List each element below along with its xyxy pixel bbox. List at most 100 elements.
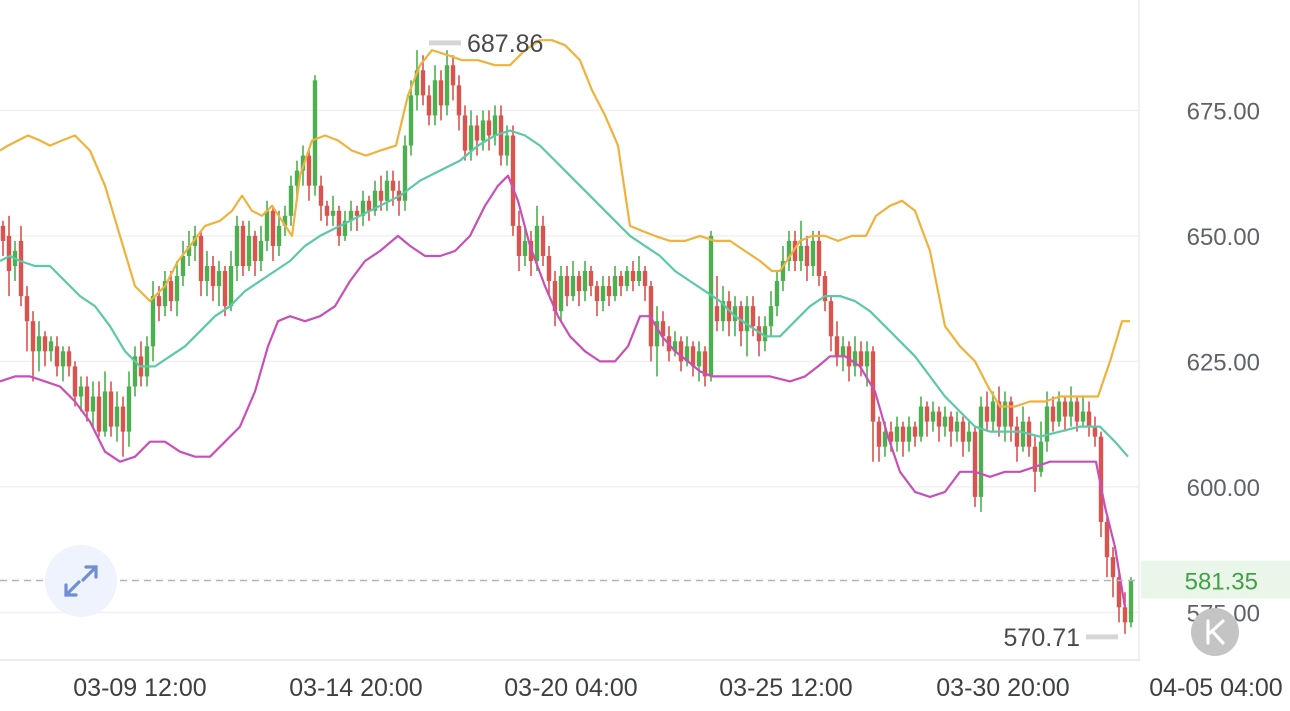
candle-down (336, 210, 342, 236)
candle-up (864, 351, 870, 367)
candle-down (912, 426, 918, 437)
candle-up (696, 351, 702, 367)
candle-down (210, 266, 216, 287)
candle-down (816, 240, 822, 277)
candle-down (486, 120, 492, 136)
current-price-badge (1141, 560, 1290, 599)
candle-up (582, 271, 588, 292)
candle-up (60, 351, 66, 367)
x-tick-label: 03-30 20:00 (936, 674, 1069, 702)
x-tick-label: 03-25 12:00 (719, 674, 852, 702)
candle-down (42, 336, 48, 352)
candle-up (180, 255, 186, 277)
candle-down (222, 271, 228, 307)
candle-down (1092, 426, 1098, 437)
candle-up (954, 421, 960, 432)
candle-down (438, 80, 444, 106)
candle-down (1050, 406, 1056, 422)
candle-up (150, 296, 156, 347)
y-tick-label: 625.00 (1187, 349, 1260, 376)
candle-down (324, 205, 330, 216)
candle-down (576, 276, 582, 292)
candle-down (630, 271, 636, 282)
candle-up (906, 426, 912, 442)
candle-down (714, 306, 720, 322)
candle-up (348, 210, 354, 221)
candle-down (564, 276, 570, 297)
candle-down (24, 296, 30, 322)
candle-down (702, 351, 708, 377)
candle-down (900, 426, 906, 442)
candle-up (942, 416, 948, 427)
candle-down (120, 406, 126, 432)
candle-up (612, 276, 618, 297)
candle-up (384, 180, 390, 201)
candle-up (852, 351, 858, 367)
min-price-label: 570.71 (1004, 624, 1080, 652)
candle-up (1068, 401, 1074, 417)
upper-band-line (0, 39, 1130, 408)
candle-down (318, 185, 324, 206)
candle-down (1008, 401, 1014, 427)
candle-up (1128, 580, 1134, 623)
candle-down (1122, 607, 1128, 623)
candle-series (0, 50, 1134, 634)
candle-up (918, 406, 924, 437)
candle-up (930, 411, 936, 422)
candle-up (966, 431, 972, 442)
candle-down (858, 351, 864, 367)
candle-up (840, 346, 846, 357)
candle-down (1062, 401, 1068, 417)
expand-button[interactable] (45, 545, 117, 617)
candle-down (972, 431, 978, 497)
candle-up (246, 235, 252, 267)
candle-up (126, 386, 132, 432)
candle-up (228, 266, 234, 307)
candle-down (750, 306, 756, 327)
candle-up (882, 431, 888, 447)
candle-up (144, 346, 150, 377)
max-price-label: 687.86 (467, 30, 543, 58)
candle-down (792, 240, 798, 261)
candle-down (1074, 401, 1080, 422)
candle-up (654, 321, 660, 347)
candle-down (552, 281, 558, 312)
candle-up (36, 336, 42, 352)
candle-down (828, 301, 834, 337)
candle-down (960, 421, 966, 442)
candle-down (678, 341, 684, 362)
candle-up (978, 406, 984, 497)
candle-down (1032, 446, 1038, 472)
x-tick-label: 03-20 04:00 (504, 674, 637, 702)
candle-down (198, 235, 204, 282)
candle-down (1014, 426, 1020, 447)
k-toggle-button[interactable] (1191, 608, 1239, 656)
candle-up (372, 190, 378, 211)
candle-down (474, 125, 480, 141)
candle-up (90, 396, 96, 412)
candle-down (996, 401, 1002, 427)
candle-up (1044, 406, 1050, 442)
candle-down (270, 210, 276, 246)
expand-arrows-icon (64, 565, 98, 597)
candle-down (948, 416, 954, 432)
candle-up (48, 341, 54, 352)
band-lines (0, 39, 1130, 608)
y-tick-label: 600.00 (1187, 475, 1260, 502)
candle-up (624, 271, 630, 287)
candle-down (96, 396, 102, 432)
candle-up (186, 245, 192, 256)
candle-down (516, 225, 522, 256)
candle-up (408, 95, 414, 146)
candle-up (288, 185, 294, 216)
candle-up (480, 120, 486, 141)
candle-down (924, 406, 930, 422)
candle-down (822, 276, 828, 302)
candle-up (444, 65, 450, 106)
candle-up (132, 356, 138, 387)
candle-up (732, 306, 738, 322)
candle-up (114, 406, 120, 427)
candle-down (876, 421, 882, 447)
candle-up (762, 326, 768, 342)
candle-down (108, 391, 114, 427)
